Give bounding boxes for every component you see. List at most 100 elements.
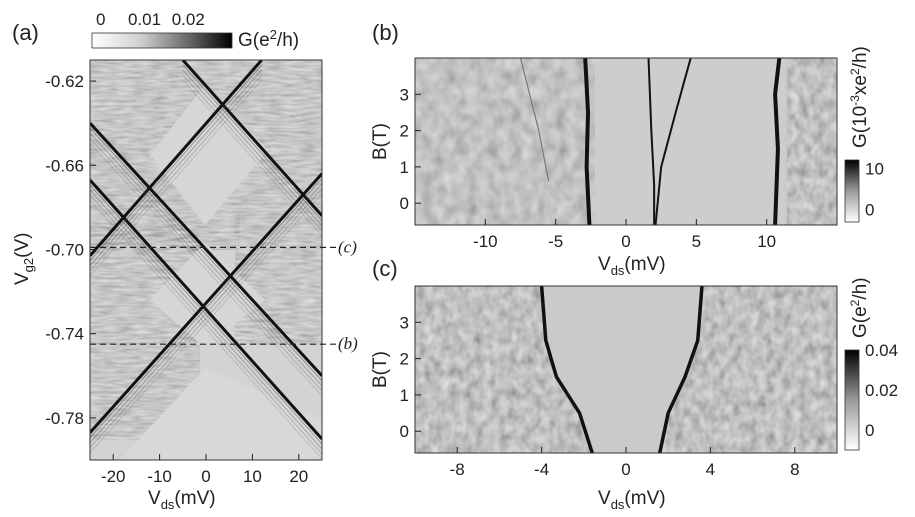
- b-ytick-label: 0: [400, 194, 409, 213]
- panel-b: (b) -10 -5 0 5 10 0 1 2 3 Vds(mV) B(T) 10 0 G(10…: [370, 20, 884, 278]
- a-ytick-label: -0.74: [45, 325, 84, 344]
- diamond-edge: [90, 178, 322, 440]
- diamond-a-upper: [150, 85, 268, 225]
- c-xtick-label: -4: [534, 460, 549, 479]
- colorbar-a: [91, 32, 233, 49]
- panel-a: (a) 0 0.01 0.02 G(e2/h) (c) (b) -20 -10 0 10 20…: [12, 10, 358, 512]
- colorbar-b: [844, 159, 860, 223]
- b-xtick-label: 10: [757, 232, 776, 251]
- excitation-line: [90, 193, 322, 453]
- c-ytick-label: 3: [400, 313, 409, 332]
- colorbar-a-ticks: 0 0.01 0.02: [96, 10, 205, 29]
- excitation-line: [90, 137, 322, 392]
- colorbar-b-tick: 10: [865, 159, 884, 178]
- b-xtick-label: 5: [692, 232, 701, 251]
- x-ticks-a: -20 -10 0 10 20: [101, 454, 308, 486]
- a-xtick-label: 0: [201, 467, 210, 486]
- c-xtick-label: 4: [706, 460, 715, 479]
- feature-line: [519, 58, 550, 182]
- colorbar-a-tick: 0: [96, 10, 105, 29]
- colorbar-c: [844, 349, 860, 451]
- excitation-line: [90, 64, 263, 262]
- gap-edge-line: [539, 286, 594, 453]
- x-axis-label-c: Vds(mV): [598, 488, 666, 512]
- feature-line: [583, 58, 592, 225]
- colorbar-c-tick: 0: [865, 421, 874, 440]
- excitation-line: [90, 189, 322, 450]
- x-axis-label-b: Vds(mV): [598, 254, 666, 278]
- excitation-line: [90, 184, 322, 445]
- y-ticks-b: 0 1 2 3: [400, 85, 421, 213]
- a-ytick-label: -0.70: [45, 240, 84, 259]
- panel-c-label: (c): [372, 256, 398, 281]
- colorbar-b-tick: 0: [865, 201, 874, 220]
- excitation-line: [90, 188, 322, 448]
- diamond-edge: [90, 172, 322, 434]
- gap-region-c: [541, 286, 702, 453]
- x-ticks-b: -10 -5 0 5 10: [473, 219, 776, 251]
- x-ticks-c: -8 -4 0 4 8: [450, 447, 800, 479]
- c-ytick-label: 2: [400, 350, 409, 369]
- a-xtick-label: 20: [289, 467, 308, 486]
- colorbar-c-label: G(e2/h): [848, 277, 871, 338]
- features-b: [519, 58, 782, 225]
- a-ytick-label: -0.78: [45, 409, 84, 428]
- b-ytick-label: 1: [400, 158, 409, 177]
- colorbar-c-ticks: 0.04 0.02 0: [865, 341, 898, 440]
- diamond-a-lower: [120, 368, 322, 460]
- diamond-edge: [181, 60, 322, 217]
- y-ticks-c: 0 1 2 3: [400, 313, 421, 441]
- a-xtick-label: -10: [147, 467, 172, 486]
- a-xtick-label: 10: [243, 467, 262, 486]
- b-xtick-label: -10: [473, 232, 498, 251]
- excitation-line: [90, 74, 263, 272]
- colorbar-c-tick: 0.04: [865, 341, 898, 360]
- smooth-b-center: [595, 58, 785, 225]
- excitation-line: [90, 178, 322, 438]
- a-ytick-label: -0.66: [45, 156, 84, 175]
- b-xtick-label: 0: [621, 232, 630, 251]
- colorbar-b-label: G(10-3xe2/h): [848, 46, 871, 148]
- colorbar-a-tick: 0.02: [172, 10, 205, 29]
- c-ytick-label: 0: [400, 422, 409, 441]
- colorbar-b-ticks: 10 0: [865, 159, 884, 219]
- c-ytick-label: 1: [400, 386, 409, 405]
- panel-b-label: (b): [372, 20, 399, 45]
- cut-line-label: (b): [338, 334, 358, 353]
- colorbar-a-label: G(e2/h): [238, 27, 299, 51]
- texture-b-left: [415, 58, 595, 225]
- y-axis-label-c: B(T): [370, 351, 391, 388]
- excitation-line: [182, 79, 322, 237]
- diamond-edges-a: [90, 60, 322, 460]
- a-xtick-label: -20: [101, 467, 126, 486]
- y-ticks-a: -0.62 -0.66 -0.70 -0.74 -0.78: [45, 72, 96, 428]
- diamond-a-middle: [150, 243, 265, 348]
- excitation-line: [90, 127, 322, 382]
- excitation-line: [90, 199, 322, 460]
- b-ytick-label: 2: [400, 122, 409, 141]
- c-xtick-label: 0: [621, 460, 630, 479]
- panel-a-label: (a): [12, 20, 39, 45]
- c-xtick-label: 8: [790, 460, 799, 479]
- excitation-line: [90, 142, 322, 397]
- gap-edge-line: [658, 286, 704, 453]
- cut-line-label: (c): [338, 237, 357, 256]
- colorbar-c-tick: 0.02: [865, 381, 898, 400]
- colorbar-a-tick: 0.01: [128, 10, 161, 29]
- y-axis-label-a: Vg2(V): [12, 233, 36, 285]
- feature-line: [647, 58, 656, 225]
- cut-lines-a: (c) (b): [90, 237, 358, 353]
- y-axis-label-b: B(T): [370, 123, 391, 160]
- texture-a-upper-right: [240, 60, 322, 215]
- b-xtick-label: -5: [548, 232, 563, 251]
- excitation-line: [182, 64, 322, 222]
- x-axis-label-a: Vds(mV): [148, 488, 216, 512]
- features-c: [539, 286, 704, 453]
- excitation-line: [90, 194, 322, 455]
- b-ytick-label: 3: [400, 85, 409, 104]
- feature-line: [654, 58, 692, 225]
- diamond-edge: [90, 60, 263, 257]
- excitation-line: [90, 69, 263, 267]
- diamond-edge: [90, 122, 322, 377]
